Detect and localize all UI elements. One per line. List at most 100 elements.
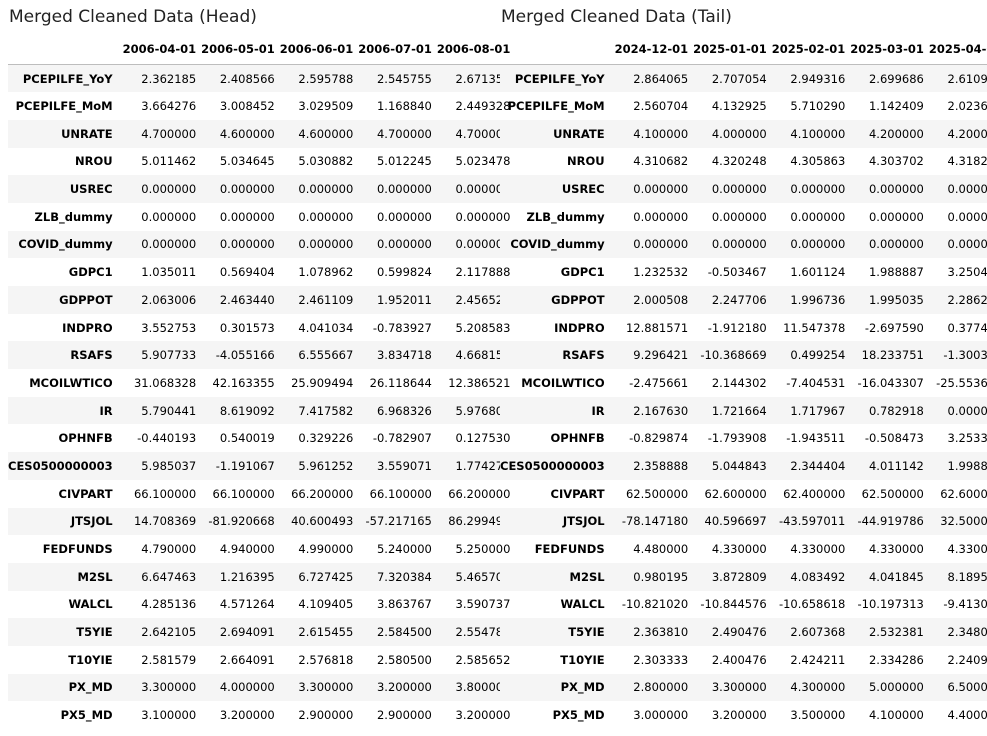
table-row: FEDFUNDS 4.790000 4.940000 4.990000 5.240000…: [8, 535, 515, 563]
table-cell: -10.368669: [700, 348, 767, 363]
table-row: GDPPOT 2.063006 2.463440 2.461109 1.952011 2.…: [8, 286, 516, 314]
table-row: PCEPILFE_MoM 2.560704 4.132925 5.710290 1.14…: [500, 92, 987, 120]
table-cell: 5.023478: [455, 154, 511, 169]
table-cell: -1.912180: [707, 320, 767, 335]
row-label: PX5_MD: [552, 708, 605, 723]
table-cell: 2.610938: [947, 71, 987, 86]
table-cell: 4.011142: [868, 458, 924, 473]
table-cell: 3.664276: [141, 99, 197, 114]
table-cell: 62.500000: [625, 486, 689, 501]
table-cell: 4.330000: [790, 542, 846, 557]
table-cell: 18.233751: [861, 348, 924, 363]
table-row: PCEPILFE_YoY 2.864065 2.707054 2.949316 2.69…: [500, 64, 987, 93]
row-label: UNRATE: [553, 126, 605, 141]
table-cell: 0.000000: [711, 209, 767, 224]
table-row: IR 2.167630 1.721664 1.717967 0.782918 0.0000…: [500, 396, 987, 425]
table-cell: 1.216395: [219, 569, 275, 584]
table-cell: 31.068328: [133, 375, 197, 390]
table-cell: -1.793908: [707, 431, 767, 446]
table-cell: 3.559071: [376, 458, 432, 473]
table-row: COVID_dummy 0.000000 0.000000 0.000000 0.000…: [500, 230, 987, 259]
table-cell: 0.000000: [790, 182, 846, 197]
table-cell: 1.996736: [790, 292, 846, 307]
table-cell: 2.584500: [376, 625, 432, 640]
table-row: JTSJOL -78.147180 40.596697 -43.597011 -44.9…: [500, 507, 987, 536]
table-cell: 11.547378: [783, 320, 846, 335]
table-cell: 6.727425: [298, 569, 354, 584]
corner-header: [8, 34, 123, 65]
row-label: PX_MD: [68, 680, 113, 695]
table-cell: 2.707054: [711, 71, 767, 86]
table-row: UNRATE 4.100000 4.000000 4.100000 4.200000 4.…: [500, 119, 987, 148]
table-cell: 0.000000: [219, 237, 275, 252]
table-cell: 8.189538: [947, 569, 987, 584]
row-label: NROU: [75, 154, 113, 169]
table-cell: 4.041034: [298, 320, 354, 335]
table-cell: -2.697590: [864, 320, 924, 335]
column-header: 2025-03-01: [850, 34, 929, 65]
table-cell: -2.475661: [629, 375, 689, 390]
tail-table: 2024-12-01 2025-01-01 2025-02-01 2025-03-01…: [500, 34, 987, 729]
table-row: T5YIE 2.642105 2.694091 2.615455 2.584500 2.5…: [8, 618, 516, 646]
table-cell: 5.465702: [455, 569, 511, 584]
table-cell: 1.721664: [711, 403, 767, 418]
table-cell: 0.000000: [219, 209, 275, 224]
table-row: RSAFS 9.296421 -10.368669 0.499254 18.233751…: [500, 341, 987, 370]
table-cell: 4.600000: [298, 126, 354, 141]
table-cell: 3.300000: [141, 680, 197, 695]
table-cell: 2.362185: [141, 71, 197, 86]
row-label: WALCL: [560, 597, 605, 612]
table-cell: 3.800000: [455, 680, 511, 695]
table-row: GDPC1 1.232532 -0.503467 1.601124 1.988887 3.…: [500, 258, 987, 286]
row-label: GDPPOT: [59, 292, 113, 307]
table-cell: 4.100000: [633, 126, 689, 141]
row-label: INDPRO: [554, 320, 605, 335]
table-cell: 4.000000: [219, 680, 275, 695]
table-cell: 2.699686: [868, 71, 924, 86]
table-row: GDPPOT 2.000508 2.247706 1.996736 1.995035 2.…: [500, 286, 987, 314]
table-cell: 4.100000: [790, 126, 846, 141]
row-label: CIVPART: [550, 486, 605, 501]
row-label: MCOILWTICO: [29, 375, 113, 390]
table-row: MCOILWTICO 31.068328 42.163355 25.909494 26.…: [8, 369, 515, 397]
table-cell: 3.834718: [376, 348, 432, 363]
table-cell: 0.540019: [219, 431, 275, 446]
table-cell: 7.417582: [298, 403, 354, 418]
table-cell: 0.000000: [141, 237, 197, 252]
table-cell: 62.400000: [783, 486, 846, 501]
tail-table-body: PCEPILFE_YoY 2.864065 2.707054 2.949316 2.69…: [500, 64, 987, 730]
table-row: PX_MD 3.300000 4.000000 3.300000 3.200000 3.8…: [8, 673, 516, 702]
table-cell: 2.348095: [947, 625, 987, 640]
table-row: USREC 0.000000 0.000000 0.000000 0.000000 0.0…: [500, 175, 987, 203]
table-cell: 5.790441: [141, 403, 197, 418]
table-cell: -44.919786: [857, 514, 924, 529]
row-label: OPHNFB: [550, 431, 605, 446]
row-label: PCEPILFE_YoY: [22, 71, 113, 86]
table-cell: 0.000000: [633, 209, 689, 224]
table-row: UNRATE 4.700000 4.600000 4.600000 4.700000 4.…: [8, 119, 516, 148]
table-cell: -0.440193: [137, 431, 197, 446]
row-label: JTSJOL: [70, 514, 113, 529]
table-cell: 4.100000: [868, 708, 924, 723]
table-cell: 5.034645: [219, 154, 275, 169]
table-cell: 2.000508: [633, 292, 689, 307]
table-row: PCEPILFE_YoY 2.362185 2.408566 2.595788 2.54…: [8, 64, 516, 93]
table-cell: 32.500000: [940, 514, 987, 529]
table-cell: 42.163355: [212, 375, 275, 390]
head-table: 2006-04-01 2006-05-01 2006-06-01 2006-07-01…: [8, 34, 516, 729]
table-cell: 1.232532: [633, 265, 689, 280]
table-cell: -25.553603: [936, 375, 987, 390]
table-cell: 2.461109: [298, 292, 354, 307]
table-cell: 5.208583: [455, 320, 511, 335]
table-cell: 0.301573: [219, 320, 275, 335]
table-cell: 3.500000: [790, 708, 846, 723]
table-cell: 2.664091: [219, 652, 275, 667]
table-cell: 2.117888: [455, 265, 511, 280]
table-cell: 4.480000: [633, 542, 689, 557]
row-label: USREC: [561, 182, 605, 197]
table-cell: 14.708369: [133, 514, 197, 529]
table-cell: 66.200000: [291, 486, 354, 501]
table-cell: 0.000000: [298, 182, 354, 197]
table-row: INDPRO 3.552753 0.301573 4.041034 -0.783927 5…: [8, 314, 515, 342]
table-cell: 0.000000: [298, 237, 354, 252]
